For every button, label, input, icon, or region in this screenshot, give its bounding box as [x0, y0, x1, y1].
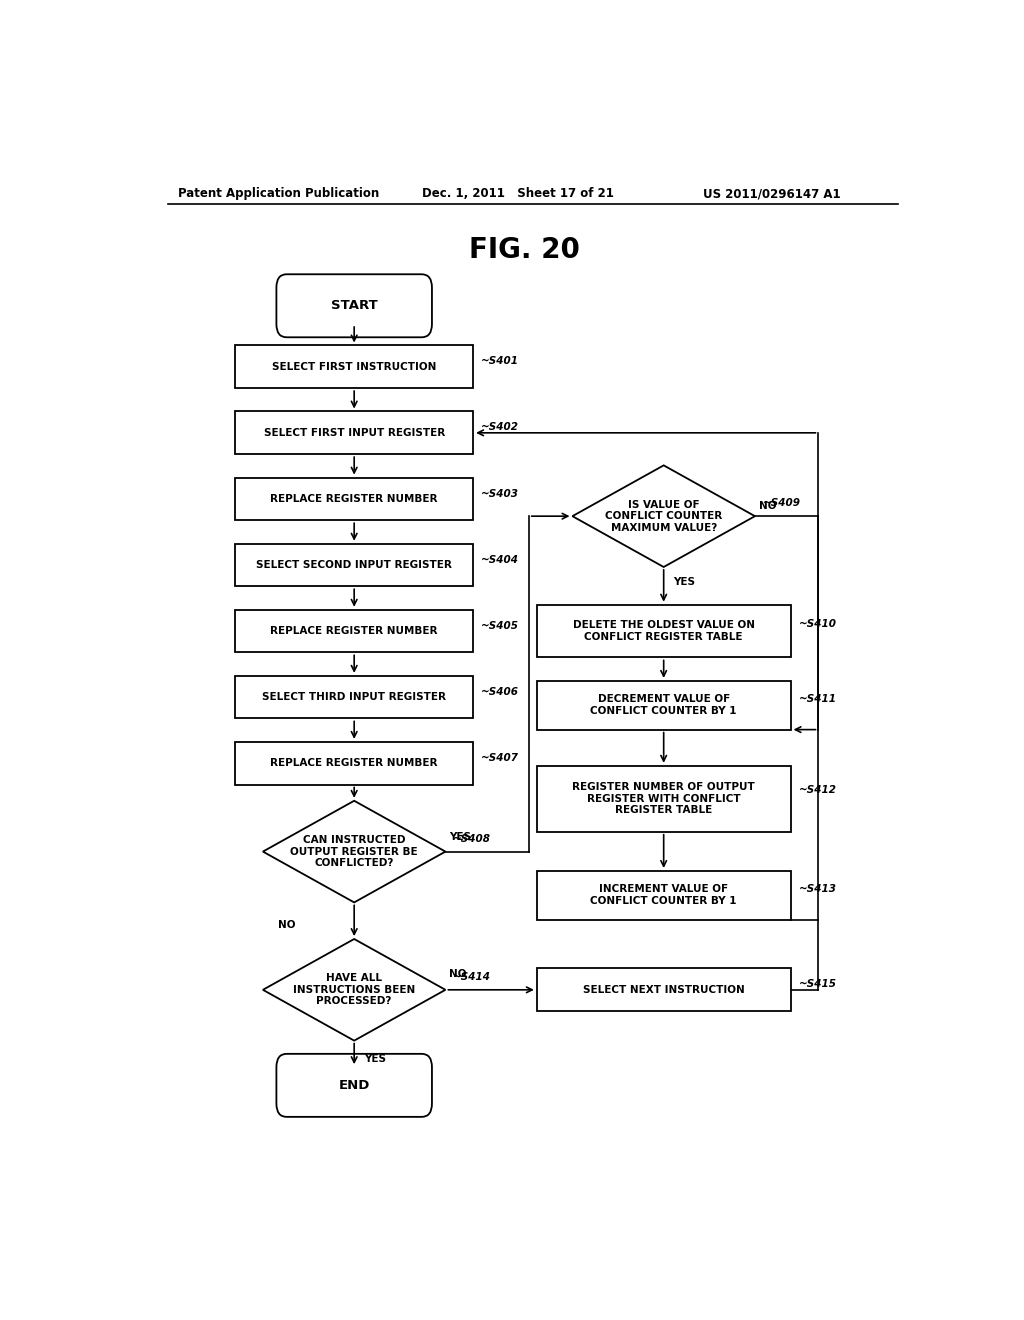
Text: SELECT FIRST INPUT REGISTER: SELECT FIRST INPUT REGISTER	[263, 428, 444, 438]
Text: ~S409: ~S409	[763, 499, 801, 508]
Text: ~S406: ~S406	[481, 686, 519, 697]
FancyBboxPatch shape	[236, 676, 473, 718]
FancyBboxPatch shape	[236, 610, 473, 652]
Text: REPLACE REGISTER NUMBER: REPLACE REGISTER NUMBER	[270, 626, 438, 636]
Text: ~S414: ~S414	[454, 972, 492, 982]
Text: IS VALUE OF
CONFLICT COUNTER
MAXIMUM VALUE?: IS VALUE OF CONFLICT COUNTER MAXIMUM VAL…	[605, 499, 722, 533]
Text: ~S405: ~S405	[481, 620, 519, 631]
Text: YES: YES	[364, 1053, 386, 1064]
FancyBboxPatch shape	[537, 871, 791, 920]
Text: YES: YES	[450, 833, 471, 842]
FancyBboxPatch shape	[276, 1053, 432, 1117]
Text: Dec. 1, 2011   Sheet 17 of 21: Dec. 1, 2011 Sheet 17 of 21	[422, 187, 613, 201]
Text: ~S401: ~S401	[481, 356, 519, 367]
Text: ~S402: ~S402	[481, 422, 519, 433]
FancyBboxPatch shape	[537, 605, 791, 657]
Text: Patent Application Publication: Patent Application Publication	[178, 187, 379, 201]
Text: ~S413: ~S413	[799, 884, 837, 894]
Text: SELECT FIRST INSTRUCTION: SELECT FIRST INSTRUCTION	[272, 362, 436, 372]
Polygon shape	[263, 939, 445, 1040]
Polygon shape	[572, 466, 755, 568]
Text: SELECT THIRD INPUT REGISTER: SELECT THIRD INPUT REGISTER	[262, 692, 446, 702]
Text: SELECT SECOND INPUT REGISTER: SELECT SECOND INPUT REGISTER	[256, 560, 453, 570]
Text: DELETE THE OLDEST VALUE ON
CONFLICT REGISTER TABLE: DELETE THE OLDEST VALUE ON CONFLICT REGI…	[572, 620, 755, 642]
Text: ~S408: ~S408	[454, 834, 492, 843]
Text: REPLACE REGISTER NUMBER: REPLACE REGISTER NUMBER	[270, 758, 438, 768]
FancyBboxPatch shape	[276, 275, 432, 338]
Text: END: END	[339, 1078, 370, 1092]
Text: ~S415: ~S415	[799, 979, 837, 990]
FancyBboxPatch shape	[537, 969, 791, 1011]
Text: ~S404: ~S404	[481, 554, 519, 565]
Text: REPLACE REGISTER NUMBER: REPLACE REGISTER NUMBER	[270, 494, 438, 504]
FancyBboxPatch shape	[236, 346, 473, 388]
Polygon shape	[263, 801, 445, 903]
Text: SELECT NEXT INSTRUCTION: SELECT NEXT INSTRUCTION	[583, 985, 744, 995]
Text: NO: NO	[278, 920, 296, 929]
Text: CAN INSTRUCTED
OUTPUT REGISTER BE
CONFLICTED?: CAN INSTRUCTED OUTPUT REGISTER BE CONFLI…	[291, 836, 418, 869]
Text: ~S403: ~S403	[481, 488, 519, 499]
Text: HAVE ALL
INSTRUCTIONS BEEN
PROCESSED?: HAVE ALL INSTRUCTIONS BEEN PROCESSED?	[293, 973, 416, 1006]
Text: ~S412: ~S412	[799, 785, 837, 796]
Text: YES: YES	[673, 577, 695, 587]
Text: US 2011/0296147 A1: US 2011/0296147 A1	[703, 187, 841, 201]
Text: ~S411: ~S411	[799, 694, 837, 704]
Text: DECREMENT VALUE OF
CONFLICT COUNTER BY 1: DECREMENT VALUE OF CONFLICT COUNTER BY 1	[591, 694, 737, 715]
FancyBboxPatch shape	[236, 544, 473, 586]
FancyBboxPatch shape	[236, 478, 473, 520]
Text: START: START	[331, 300, 378, 313]
Text: INCREMENT VALUE OF
CONFLICT COUNTER BY 1: INCREMENT VALUE OF CONFLICT COUNTER BY 1	[591, 884, 737, 906]
Text: NO: NO	[450, 969, 467, 978]
FancyBboxPatch shape	[537, 766, 791, 832]
Text: NO: NO	[759, 502, 776, 511]
Text: FIG. 20: FIG. 20	[469, 236, 581, 264]
FancyBboxPatch shape	[236, 742, 473, 784]
Text: ~S410: ~S410	[799, 619, 837, 630]
FancyBboxPatch shape	[236, 412, 473, 454]
Text: REGISTER NUMBER OF OUTPUT
REGISTER WITH CONFLICT
REGISTER TABLE: REGISTER NUMBER OF OUTPUT REGISTER WITH …	[572, 783, 755, 816]
FancyBboxPatch shape	[537, 681, 791, 730]
Text: ~S407: ~S407	[481, 752, 519, 763]
